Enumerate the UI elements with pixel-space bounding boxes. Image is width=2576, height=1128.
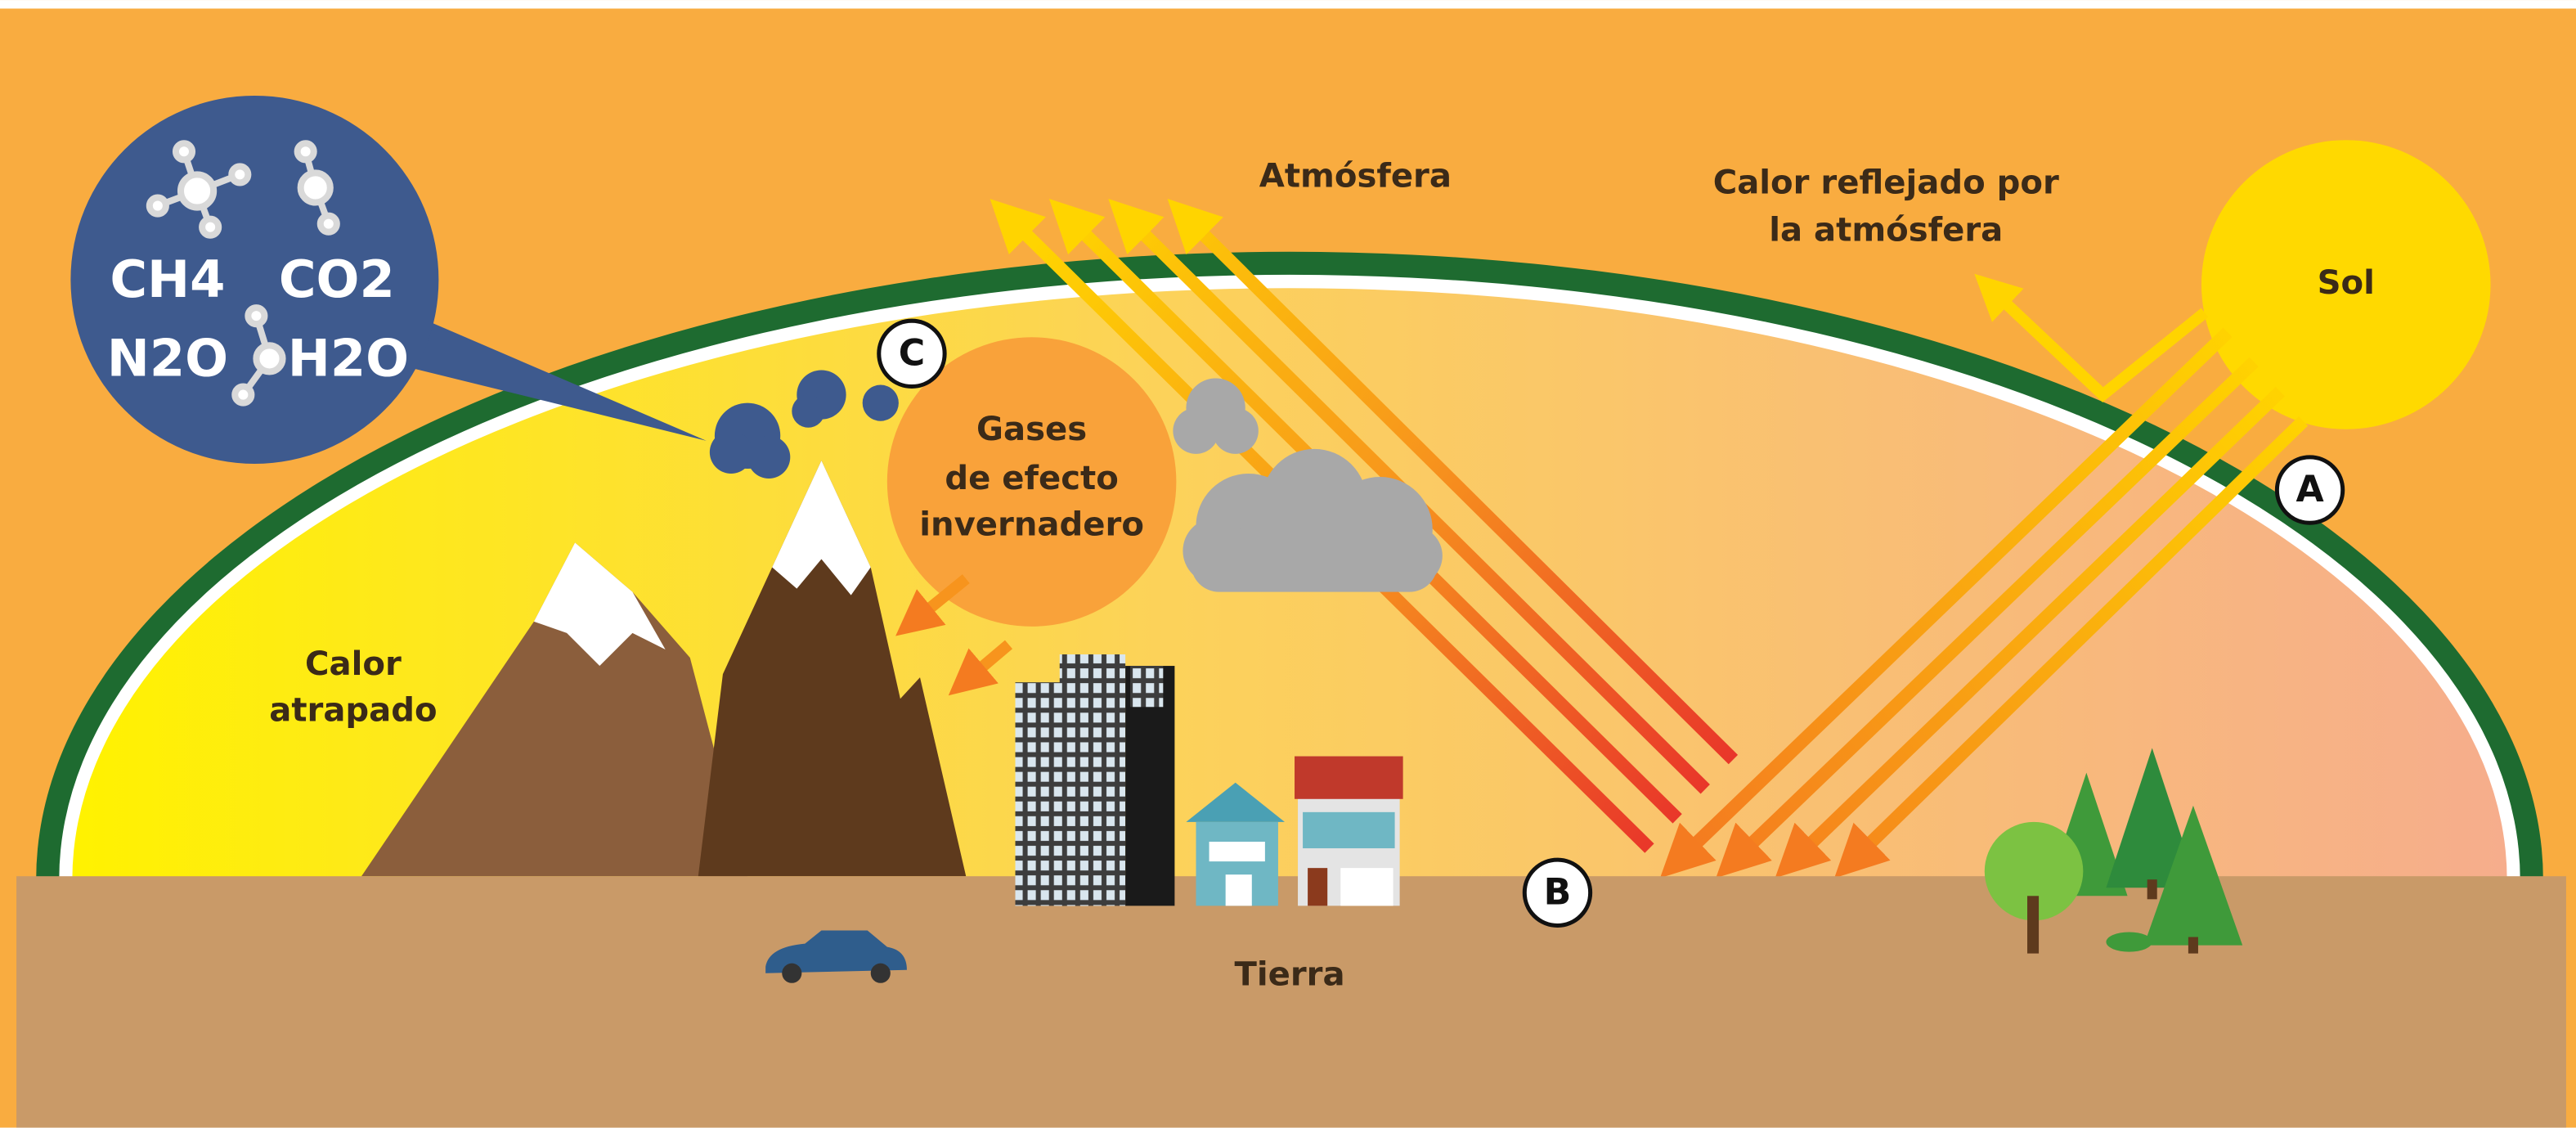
emission-clouds-part — [710, 431, 752, 474]
molecule-bubble-part-part — [256, 345, 282, 371]
trees-part — [2188, 937, 2198, 954]
molecule-label: N2O — [107, 328, 228, 388]
reflected-heat-label: Calor reflejado por — [1713, 164, 2059, 201]
buildings-part — [1130, 666, 1163, 707]
marker-label: C — [899, 332, 925, 374]
marker-label: B — [1544, 871, 1572, 913]
buildings-part — [1295, 757, 1403, 799]
gray-clouds-part — [1213, 408, 1259, 454]
buildings-part — [1060, 654, 1125, 906]
molecule-label: H2O — [288, 328, 409, 388]
emission-clouds-part — [747, 436, 790, 479]
trees-part — [2147, 879, 2157, 899]
buildings-part — [1209, 842, 1265, 861]
molecule-bubble-part-part — [235, 387, 251, 403]
molecule-label: CO2 — [279, 249, 395, 309]
buildings-part — [1303, 812, 1395, 848]
molecule-bubble-part-part — [176, 143, 192, 160]
greenhouse-gases-label: Gases — [976, 411, 1087, 448]
greenhouse-gases-label: de efecto — [945, 460, 1119, 497]
trapped-heat-label: Calor — [305, 645, 402, 683]
car-part — [782, 964, 801, 983]
molecule-bubble-part-part — [321, 216, 337, 232]
sun-label: Sol — [2318, 264, 2375, 302]
buildings-part — [1226, 874, 1252, 906]
buildings-part — [1308, 868, 1327, 906]
molecule-bubble-part-part — [231, 166, 248, 182]
reflected-heat-label: la atmósfera — [1769, 212, 2003, 249]
trees-part — [2027, 896, 2039, 953]
emission-clouds-part — [792, 395, 824, 428]
gray-clouds-part — [1191, 534, 1437, 591]
molecule-bubble-part-part — [298, 143, 314, 160]
buildings-part — [1340, 868, 1393, 906]
emission-clouds-part — [863, 385, 899, 421]
trapped-heat-label: atrapado — [269, 691, 437, 729]
earth-label: Tierra — [1234, 956, 1344, 994]
molecule-bubble-part-part — [248, 308, 264, 324]
molecule-bubble-part-part — [150, 198, 166, 214]
atmosphere-label: Atmósfera — [1259, 157, 1452, 195]
molecule-bubble-part-part — [301, 173, 330, 202]
top-border — [0, 0, 2576, 8]
car-part — [871, 964, 891, 983]
gray-clouds-part — [1173, 408, 1218, 454]
molecule-bubble-part-part — [181, 174, 213, 207]
marker-label: A — [2296, 469, 2323, 510]
trees-part — [2106, 933, 2152, 952]
greenhouse-gases-label: invernadero — [919, 506, 1144, 543]
greenhouse-diagram: Atmósfera Calor reflejado por la atmósfe… — [0, 0, 2576, 1128]
molecule-bubble-part-part — [202, 219, 218, 236]
molecule-label: CH4 — [110, 249, 225, 309]
